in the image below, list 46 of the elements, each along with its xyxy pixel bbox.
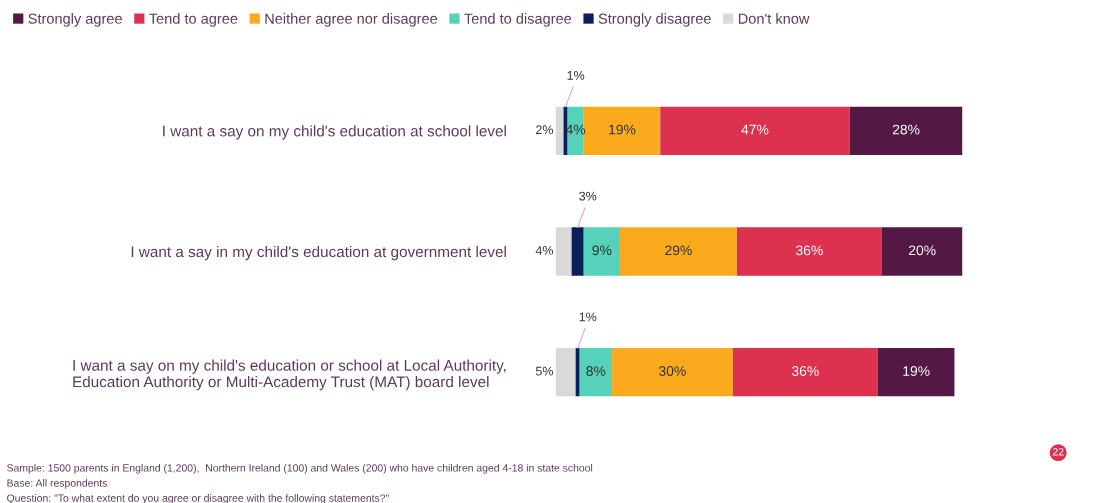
bar [736,227,882,276]
bar [579,348,612,397]
bar [555,348,576,397]
data-label: 29% [665,245,692,256]
legend-label: Strongly agree [28,13,122,27]
data-label: 3% [579,191,597,201]
data-label: 36% [791,366,819,376]
data-label: 5% [535,366,554,376]
legend-label: Tend to agree [149,13,238,27]
data-label: 1% [567,71,585,80]
y-tick-label: I want a say on my child's education at school level [163,125,506,140]
legend-label: Don't know [738,13,810,24]
y-tick-label: I want a say in my child's education at government level [131,245,506,261]
y-tick-label: I want a say on my child's education or school at Local Authority, Education Authority or Multi-Academy Trust (MAT) board level [73,359,506,391]
data-label: 19% [609,124,636,135]
data-label: 47% [741,124,769,135]
bar [619,227,737,276]
text: Sample: 1500 parents in England (1,200), Northern Ireland (100) and Wales (200) who have children aged 4-18 in state school [7,463,593,474]
bar [877,348,955,397]
data-label: 36% [796,245,823,256]
data-label: 19% [903,366,930,376]
bar [611,348,733,397]
data-label: 2% [536,125,554,135]
legend-label: Tend to disagree [464,13,572,27]
bar [555,106,564,155]
bar [563,106,568,155]
data-label: 1% [579,312,597,322]
data-label: 4% [535,246,554,255]
text: 22 [1052,448,1064,456]
bar [660,106,850,155]
data-label: 30% [658,366,686,376]
bar [881,227,963,276]
bar [555,227,572,276]
bar [849,106,963,155]
legend-label: Neither agree nor disagree [265,13,438,27]
bar [583,227,620,276]
data-label: 9% [592,245,612,256]
data-label: 20% [909,245,936,256]
legend-label: Strongly disagree [598,13,711,27]
data-label: 28% [892,124,920,135]
bar [732,348,878,397]
data-label: 8% [586,366,606,376]
text: Base: All respondents [7,479,107,489]
bar [575,348,580,397]
text: Question: "To what extent do you agree or disagree with the following statements?" [7,494,389,503]
bar [571,227,584,276]
